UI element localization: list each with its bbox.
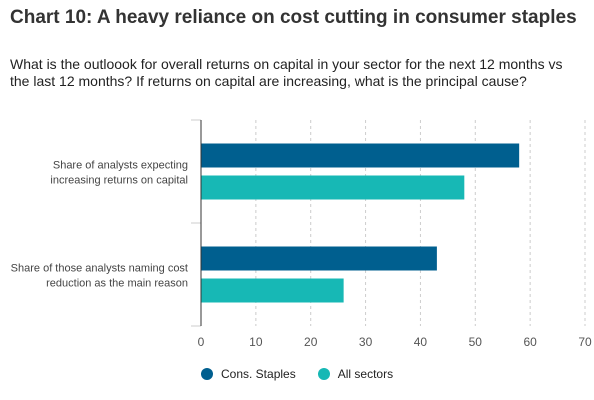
x-tick-label-40: 40: [414, 335, 428, 349]
category-label-line: Share of analysts expecting: [53, 160, 188, 172]
x-tick-label-20: 20: [304, 335, 318, 349]
bar-cons-staples-0: [201, 143, 520, 168]
legend-swatch-cons-staples: [201, 368, 213, 380]
legend-swatch-all-sectors: [317, 368, 330, 380]
category-label-line: increasing returns on capital: [50, 175, 188, 187]
legend-item-cons-staples[interactable]: Cons. Staples: [201, 367, 296, 381]
x-tick-label-0: 0: [198, 335, 205, 349]
x-tick-label-30: 30: [359, 335, 373, 349]
x-tick-label-60: 60: [523, 335, 537, 349]
category-label-line: reduction as the main reason: [46, 278, 188, 290]
legend-label-cons-staples: Cons. Staples: [221, 367, 296, 381]
category-label-0: Share of analysts expecting increasing re…: [50, 160, 188, 187]
chart-subtitle: What is the outloook for overall returns…: [10, 56, 563, 89]
category-label-line: Share of those analysts naming cost: [11, 263, 188, 275]
bar-all-sectors-0: [201, 175, 465, 200]
legend-label-all-sectors: All sectors: [337, 367, 394, 381]
bar-all-sectors-1: [201, 278, 344, 303]
chart-legend: Cons. Staples All sectors: [201, 366, 415, 382]
bar-cons-staples-1: [201, 246, 437, 271]
legend-item-all-sectors[interactable]: All sectors: [317, 367, 394, 381]
x-tick-label-50: 50: [469, 335, 483, 349]
x-tick-label-70: 70: [578, 335, 592, 349]
x-tick-label-10: 10: [249, 335, 263, 349]
chart-title: Chart 10: A heavy reliance on cost cutti…: [10, 7, 577, 28]
category-label-1: Share of those analysts naming cost reduc…: [11, 263, 188, 290]
